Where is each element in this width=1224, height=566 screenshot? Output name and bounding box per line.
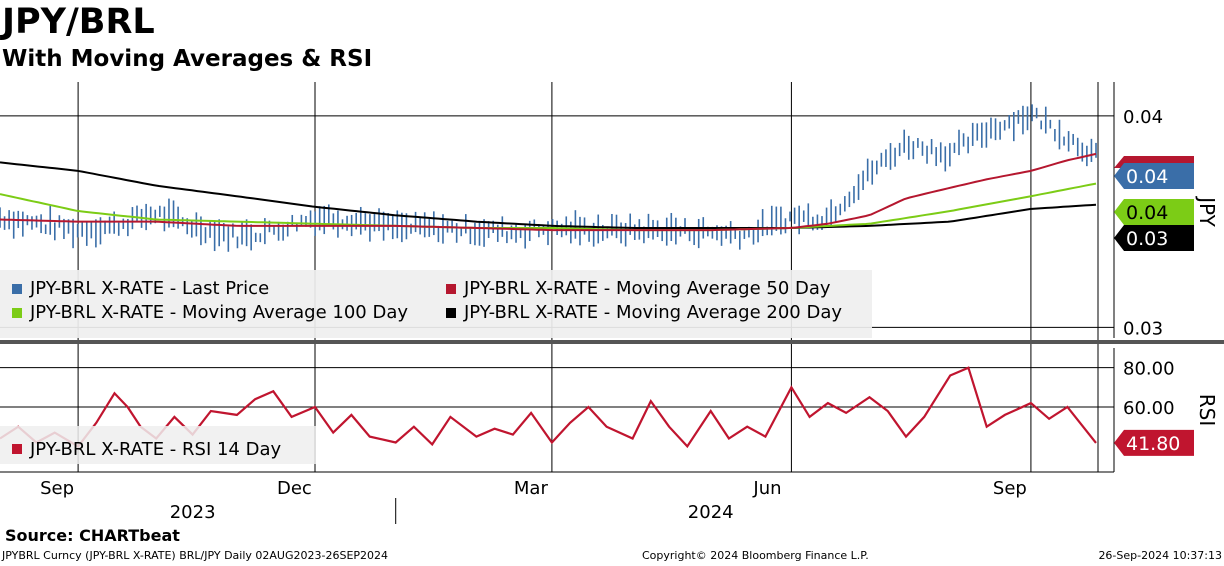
- price-axis-title: JPY: [1195, 195, 1219, 228]
- legend-label: JPY-BRL X-RATE - Moving Average 50 Day: [463, 278, 831, 299]
- legend-swatch: [446, 308, 456, 318]
- ma100-value-tag-shape: [1114, 199, 1194, 225]
- legend-swatch: [12, 444, 22, 454]
- month-tick-label: Dec: [277, 478, 312, 499]
- rsi-legend-box: [0, 426, 316, 464]
- chart-title: JPY/BRL: [2, 2, 155, 42]
- legend-group: JPY-BRL X-RATE - Last Price JPY-BRL X-RAT…: [0, 270, 872, 464]
- month-tick-label: Sep: [40, 478, 74, 499]
- rsi-axis-title: RSI: [1195, 394, 1219, 427]
- axes-group: 0.03 0.04 60.00 80.00 JPY RSI Sep Dec Mar Jun Sep 2…: [0, 82, 1224, 524]
- ma100-value-tag-label: 0.04: [1126, 202, 1168, 224]
- legend-swatch: [12, 284, 22, 294]
- rsi-value-tag-shape: [1114, 429, 1194, 456]
- panel-separator: [0, 340, 1224, 344]
- footer-ticker-info: JPYBRL Curncy (JPY-BRL X-RATE) BRL/JPY D…: [2, 549, 389, 562]
- rsi-tick-label: 80.00: [1123, 359, 1175, 380]
- source-label: Source: CHARTbeat: [5, 526, 180, 545]
- month-tick-label: Jun: [752, 478, 781, 499]
- legend-label: JPY-BRL X-RATE - Moving Average 100 Day: [29, 302, 408, 323]
- legend-label: JPY-BRL X-RATE - Last Price: [29, 278, 269, 299]
- month-tick-label: Mar: [514, 478, 549, 499]
- price-tick-label: 0.04: [1123, 107, 1163, 128]
- ma200-line: [0, 161, 1097, 229]
- legend-label: JPY-BRL X-RATE - RSI 14 Day: [29, 439, 281, 460]
- last_price-value-tag-shape: [1114, 163, 1194, 189]
- year-label: 2024: [688, 502, 734, 523]
- price-tick-label: 0.03: [1123, 318, 1163, 339]
- price-series-group: [0, 104, 1097, 252]
- price-legend-box: [0, 270, 872, 338]
- legend-swatch: [446, 284, 456, 294]
- rsi-tick-label: 60.00: [1123, 398, 1175, 419]
- rsi-value-tag-label: 41.80: [1126, 433, 1180, 455]
- legend-label: JPY-BRL X-RATE - Moving Average 200 Day: [463, 302, 842, 323]
- ma200-value-tag-label: 0.03: [1126, 228, 1168, 250]
- footer-copyright: Copyright© 2024 Bloomberg Finance L.P.: [642, 549, 869, 562]
- footer-timestamp: 26-Sep-2024 10:37:13: [1098, 549, 1222, 562]
- last_price-value-tag-label: 0.04: [1126, 166, 1168, 188]
- chart-subtitle: With Moving Averages & RSI: [2, 46, 373, 72]
- ma50-line: [0, 152, 1097, 232]
- value-tags-group: 0.04 0.04 0.03 41.80: [1114, 156, 1194, 456]
- legend-swatch: [12, 308, 22, 318]
- year-label: 2023: [170, 502, 216, 523]
- month-tick-label: Sep: [993, 478, 1027, 499]
- ma100-line: [0, 182, 1097, 232]
- ma200-value-tag-shape: [1114, 225, 1194, 251]
